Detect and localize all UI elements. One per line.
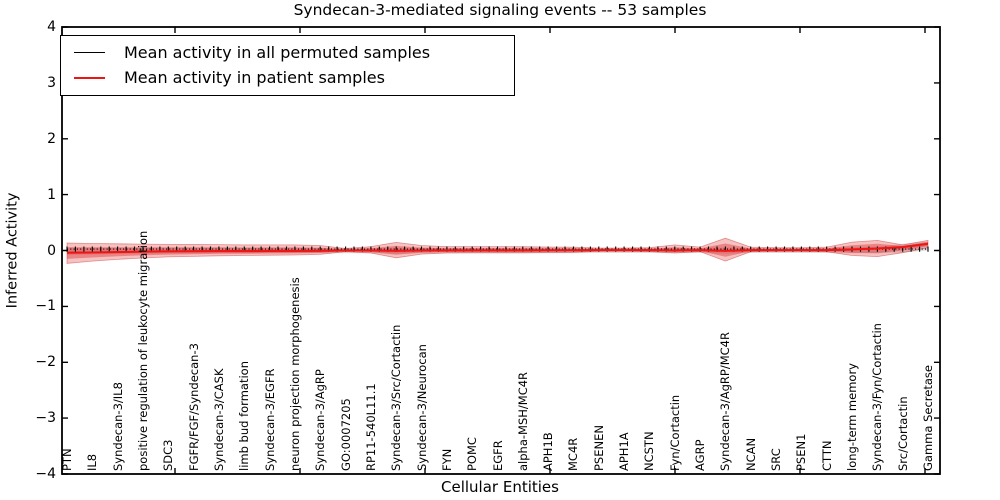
x-category-label: CTTN (819, 440, 834, 471)
chart-title: Syndecan-3-mediated signaling events -- … (293, 1, 707, 19)
x-category-label: SRC (769, 447, 784, 471)
axis-ticks (62, 26, 940, 475)
x-category-label: long-term memory (845, 362, 860, 471)
x-category-label: alpha-MSH/MC4R (515, 371, 530, 471)
x-category-label: APH1B (541, 431, 556, 471)
x-category-label: FYN (439, 448, 454, 471)
x-category-label: NCAN (743, 437, 758, 471)
x-category-label: EGFR (490, 439, 505, 471)
legend-entry-patient: Mean activity in patient samples (74, 66, 514, 90)
legend-line-black-icon (74, 52, 105, 54)
y-tick-label: 3 (47, 74, 56, 91)
x-category-label: Syndecan-3/CASK (211, 367, 226, 471)
x-category-label: Syndecan-3/Src/Cortactin (389, 324, 404, 471)
y-tick-label: −4 (35, 466, 56, 482)
y-tick-label: 0 (47, 242, 56, 259)
x-axis-label: Cellular Entities (441, 478, 559, 496)
x-category-label: limb bud formation (237, 360, 252, 471)
y-tick-label: −3 (35, 410, 56, 427)
x-category-label: Syndecan-3/AgRP (313, 368, 328, 471)
x-category-label: NCSTN (642, 430, 657, 471)
x-category-label: PSENEN (591, 424, 606, 471)
y-tick-label: −1 (35, 298, 56, 315)
legend-label-permuted: Mean activity in all permuted samples (124, 42, 431, 62)
y-tick-label: −2 (35, 354, 56, 371)
x-category-label: SDC3 (161, 438, 176, 471)
x-category-label: GO:0007205 (338, 397, 353, 471)
x-category-label: AGRP (693, 438, 708, 471)
x-category-label: MC4R (566, 437, 581, 471)
y-tick-label: 1 (47, 186, 56, 203)
legend-label-patient: Mean activity in patient samples (124, 68, 385, 88)
y-tick-label: 4 (47, 19, 56, 35)
x-category-label: Gamma Secretase (921, 364, 935, 471)
legend-line-red-icon (74, 77, 105, 80)
legend-entry-permuted: Mean activity in all permuted samples (74, 41, 514, 65)
x-category-label: Syndecan-3/Fyn/Cortactin (870, 322, 885, 471)
patient-mean-line (66, 242, 929, 254)
x-category-label: Syndecan-3/EGFR (262, 367, 277, 471)
x-category-label: Fyn/Cortactin (667, 394, 682, 471)
x-category-label: Syndecan-3/AgRP/MC4R (718, 331, 733, 471)
x-category-label: Src/Cortactin (895, 395, 910, 471)
x-category-label: positive regulation of leukocyte migrati… (135, 230, 150, 471)
x-category-label: PTN (60, 447, 74, 471)
x-category-label: RP11-540L11.1 (363, 382, 378, 471)
x-category-label: Syndecan-3/Neurocan (414, 343, 429, 471)
x-category-label: neuron projection morphogenesis (287, 276, 302, 471)
x-category-label: Syndecan-3/IL8 (110, 381, 125, 471)
x-category-label: PSEN1 (794, 433, 809, 471)
x-category-label: POMC (465, 436, 480, 471)
x-category-label: IL8 (85, 453, 100, 471)
x-category-label: APH1A (617, 431, 632, 471)
legend: Mean activity in all permuted samples Me… (60, 35, 515, 96)
x-category-label: FGFR/FGF/Syndecan-3 (186, 342, 201, 471)
y-tick-label: 2 (47, 130, 56, 147)
